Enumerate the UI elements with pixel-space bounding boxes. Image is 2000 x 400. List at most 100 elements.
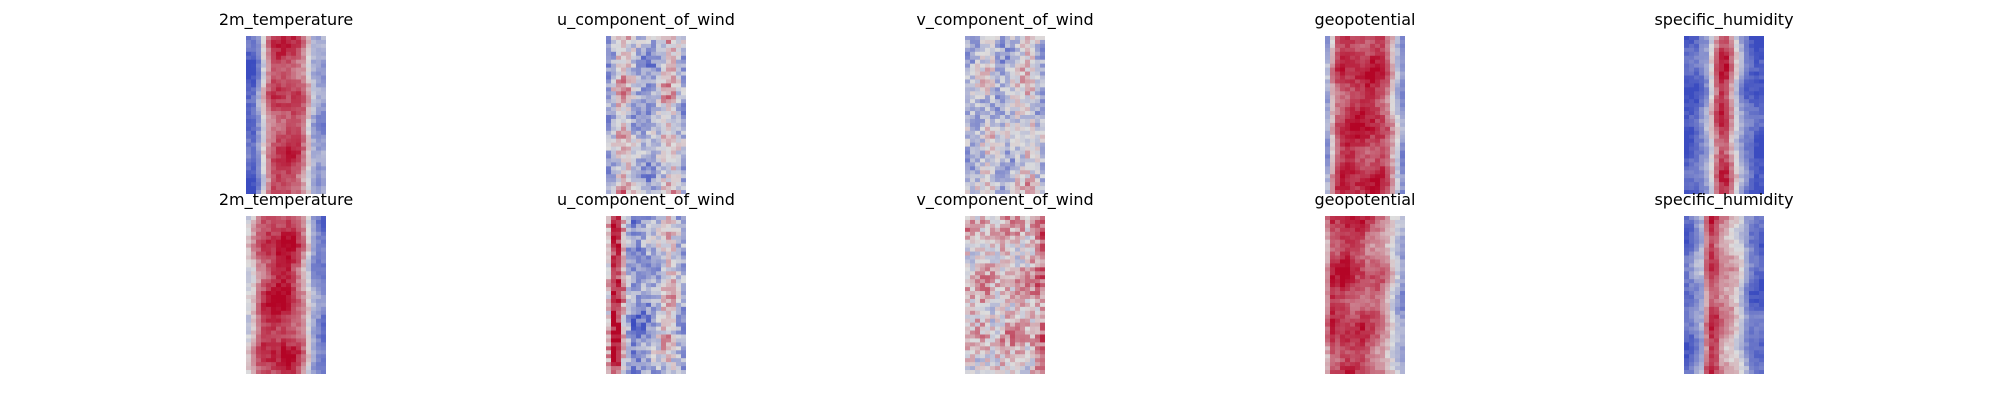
heatmap-cell	[1360, 95, 1366, 100]
heatmap-cell	[321, 87, 326, 92]
heatmap-cell	[296, 59, 302, 65]
heatmap-cell	[621, 71, 627, 76]
heatmap-cell	[1385, 186, 1391, 191]
heatmap-cell	[666, 47, 672, 53]
heatmap-cell	[296, 275, 302, 280]
heatmap-cell	[1325, 126, 1331, 132]
heatmap-cell	[995, 138, 1001, 144]
heatmap-cell	[286, 134, 292, 140]
heatmap-cell	[1330, 186, 1336, 191]
heatmap-cell	[1020, 79, 1026, 84]
heatmap-cell	[636, 231, 642, 237]
heatmap-cell	[1699, 126, 1705, 132]
heatmap-cell	[1340, 83, 1346, 88]
heatmap-cell	[271, 314, 277, 320]
heatmap-cell	[296, 111, 302, 116]
heatmap-cell	[291, 370, 297, 374]
heatmap-cell	[316, 174, 322, 179]
heatmap-cell	[995, 142, 1001, 147]
heatmap-cell	[975, 235, 981, 241]
heatmap-cell	[1395, 43, 1401, 49]
heatmap-cell	[666, 255, 672, 260]
heatmap-cell	[1714, 63, 1720, 68]
heatmap-cell	[676, 103, 682, 108]
heatmap-cell	[621, 122, 627, 128]
heatmap-cell	[636, 55, 642, 61]
heatmap-cell	[1000, 95, 1006, 100]
heatmap-cell	[671, 95, 677, 100]
heatmap-cell	[301, 138, 307, 144]
heatmap-cell	[1035, 235, 1041, 241]
heatmap-cell	[980, 59, 986, 65]
heatmap-cell	[316, 126, 322, 132]
heatmap-cell	[671, 79, 677, 84]
heatmap-cell	[1350, 51, 1356, 57]
heatmap-cell	[1704, 154, 1710, 159]
heatmap-cell	[1340, 142, 1346, 147]
heatmap-cell	[1709, 71, 1715, 76]
heatmap-cell	[311, 350, 317, 355]
heatmap-cell	[291, 67, 297, 72]
heatmap-cell	[301, 142, 307, 147]
heatmap-cell	[611, 283, 617, 288]
heatmap-cell	[1015, 91, 1021, 96]
heatmap-cell	[286, 115, 292, 120]
heatmap-cell	[1035, 130, 1041, 136]
heatmap-cell	[995, 239, 1001, 245]
heatmap-cell	[651, 231, 657, 237]
heatmap-cell	[281, 99, 287, 104]
heatmap-cell	[606, 239, 612, 245]
heatmap-cell	[1035, 99, 1041, 104]
heatmap-cell	[1754, 138, 1760, 144]
heatmap-cell	[621, 330, 627, 335]
heatmap-cell	[656, 322, 662, 327]
heatmap-cell	[661, 287, 667, 292]
heatmap-cell	[621, 247, 627, 252]
heatmap-cell	[1734, 103, 1740, 108]
heatmap-cell	[306, 235, 312, 241]
heatmap-cell	[311, 338, 317, 343]
heatmap-cell	[1025, 150, 1031, 155]
heatmap-cell	[306, 79, 312, 84]
heatmap-cell	[281, 138, 287, 144]
heatmap-cell	[970, 115, 976, 120]
heatmap-cell	[990, 91, 996, 96]
heatmap-cell	[266, 259, 272, 264]
heatmap-cell	[970, 118, 976, 124]
heatmap-cell	[1025, 235, 1031, 241]
heatmap-cell	[1020, 287, 1026, 292]
heatmap-cell	[636, 115, 642, 120]
heatmap-cell	[975, 263, 981, 268]
heatmap-cell	[266, 67, 272, 72]
heatmap-cell	[990, 87, 996, 92]
heatmap-cell	[301, 271, 307, 276]
heatmap-cell	[606, 126, 612, 132]
heatmap-cell	[1704, 71, 1710, 76]
heatmap-cell	[656, 99, 662, 104]
heatmap-cell	[1365, 95, 1371, 100]
heatmap-cell	[681, 306, 686, 312]
heatmap-cell	[1365, 118, 1371, 124]
heatmap-cell	[1035, 287, 1041, 292]
heatmap-cell	[651, 255, 657, 260]
heatmap-cell	[1759, 36, 1764, 41]
heatmap-cell	[681, 55, 686, 61]
heatmap-cell	[616, 134, 622, 140]
heatmap-cell	[1370, 178, 1376, 183]
heatmap-cell	[1325, 186, 1331, 191]
heatmap-cell	[1010, 243, 1016, 248]
heatmap-cell	[970, 87, 976, 92]
heatmap-cell	[1035, 67, 1041, 72]
heatmap-cell	[1694, 182, 1700, 187]
heatmap-cell	[1025, 71, 1031, 76]
heatmap-cell	[681, 302, 686, 308]
heatmap-cell	[611, 231, 617, 237]
heatmap-cell	[990, 259, 996, 264]
heatmap-cell	[286, 370, 292, 374]
heatmap-cell	[271, 95, 277, 100]
heatmap-cell	[1015, 130, 1021, 136]
heatmap-cell	[970, 295, 976, 300]
heatmap-cell	[1390, 47, 1396, 53]
heatmap-cell	[266, 243, 272, 248]
heatmap-cell	[261, 362, 267, 367]
